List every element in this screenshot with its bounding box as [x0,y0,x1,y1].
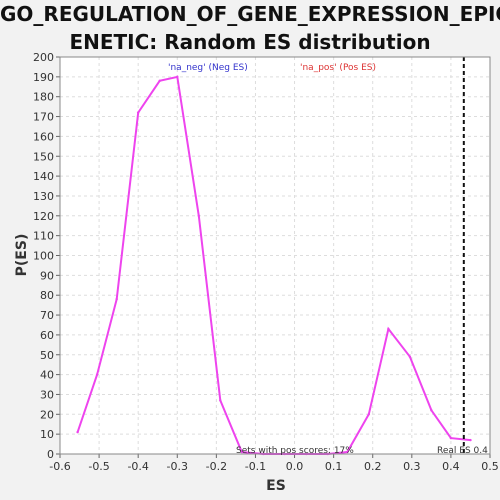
y-tick-label: 130 [33,190,54,203]
es-data-point [136,111,140,114]
x-tick-label: 0.5 [481,460,499,473]
plot-area [60,57,490,454]
chart-title-line-2: ENETIC: Random ES distribution [69,30,431,54]
y-tick-label: 190 [33,71,54,84]
es-data-point [367,413,371,416]
y-tick-label: 100 [33,250,54,263]
es-data-point [158,79,161,83]
legend-item-neg: 'na_neg' (Neg ES) [168,63,248,73]
y-tick-label: 80 [40,289,54,302]
y-tick-label: 60 [40,329,54,342]
x-axis-label: ES [266,478,286,494]
y-tick-label: 0 [47,448,54,461]
y-tick-label: 160 [33,130,54,143]
es-data-point [76,430,79,434]
es-data-point [176,75,179,79]
es-data-point [449,436,453,440]
es-data-point [115,297,118,301]
x-tick-label: 0.4 [442,460,460,473]
es-data-point [240,450,243,454]
legend: 'na_neg' (Neg ES) 'na_pos' (Pos ES) [168,63,376,73]
plot-frame [59,56,491,455]
x-tick-label: 0.1 [325,460,343,473]
y-tick-label: 150 [33,150,54,163]
y-tick-label: 90 [40,269,54,282]
x-tick-label: -0.3 [167,460,188,473]
y-tick-label: 120 [33,210,54,223]
axis-ticks: -0.6 -0.5 -0.4 -0.3 -0.2 -0.1 0.0 0.1 0.2 0.3 0.4 0… [33,51,499,473]
y-tick-label: 140 [33,170,54,183]
x-tick-label: -0.6 [49,460,70,473]
y-tick-label: 50 [40,349,54,362]
x-tick-label: -0.2 [206,460,227,473]
chart-title-line-1: GO_REGULATION_OF_GENE_EXPRESSION_EPIG [0,2,500,26]
grid [59,56,491,455]
es-data-point [469,438,472,442]
y-axis-label: P(ES) [14,234,30,277]
x-tick-label: -0.4 [127,460,148,473]
legend-item-pos: 'na_pos' (Pos ES) [300,63,376,73]
chart-title: GO_REGULATION_OF_GENE_EXPRESSION_EPIG EN… [0,0,500,56]
es-data-point [219,399,222,402]
y-tick-label: 70 [40,309,54,322]
y-tick-label: 10 [40,428,54,441]
es-data-point [430,409,433,412]
es-data-point [387,327,390,331]
y-tick-label: 20 [40,408,54,421]
es-data-point [408,355,412,358]
es-data-point [197,214,200,217]
y-tick-label: 30 [40,388,54,401]
x-tick-label: -0.1 [245,460,266,473]
es-data-point [346,450,349,454]
y-tick-label: 200 [33,51,54,64]
y-tick-label: 180 [33,91,54,104]
x-tick-label: 0.0 [286,460,304,473]
es-data-point [95,373,99,376]
x-tick-label: -0.5 [88,460,109,473]
x-tick-label: 0.3 [403,460,421,473]
y-tick-label: 110 [33,230,54,243]
x-tick-label: 0.2 [364,460,382,473]
y-tick-label: 170 [33,111,54,124]
real-es-label: Real ES 0.4 [437,446,488,456]
y-tick-label: 40 [40,369,54,382]
pos-scores-annotation: Sets with pos scores: 17% [236,446,354,456]
